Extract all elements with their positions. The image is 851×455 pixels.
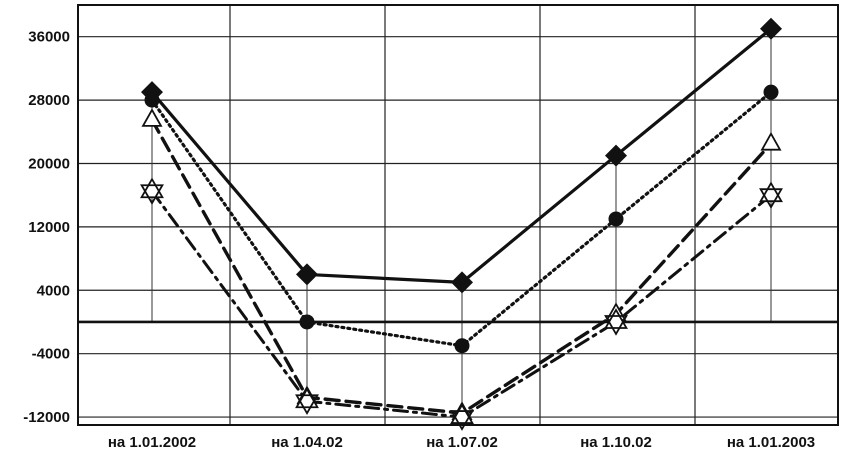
series-3-point	[141, 108, 163, 127]
series-4-point-tri-down	[759, 188, 783, 209]
x-category-label: на 1.04.02	[271, 434, 343, 451]
series-2-point	[144, 92, 160, 108]
series-4-point-tri-down	[604, 315, 628, 336]
y-tick-label: 12000	[28, 219, 70, 236]
y-tick-label: -12000	[23, 409, 70, 426]
drop-lines	[151, 28, 772, 418]
series-4-point	[140, 177, 164, 206]
x-axis-category-labels: на 1.01.2002 на 1.04.02 на 1.07.02 на 1.10.…	[108, 434, 815, 451]
y-tick-label: 20000	[28, 155, 70, 172]
gridlines	[78, 5, 838, 425]
y-tick-label: 28000	[28, 92, 70, 109]
x-category-label: на 1.10.02	[580, 434, 652, 451]
y-tick-label: 36000	[28, 29, 70, 46]
series-4-point-tri-down	[295, 394, 319, 416]
series-4-point-tri-up	[140, 177, 164, 199]
series-2-point	[608, 211, 624, 227]
series-4-point	[759, 181, 783, 209]
series-2-point	[454, 338, 470, 354]
series-3-point	[760, 131, 782, 151]
series-1-point	[760, 17, 782, 40]
plot-frame	[77, 4, 839, 426]
x-category-label: на 1.07.02	[426, 434, 498, 451]
x-category-label: на 1.01.2002	[108, 434, 196, 451]
y-tick-label: -4000	[32, 346, 70, 363]
series-4-point	[604, 308, 628, 336]
series-markers	[140, 17, 783, 431]
series-1-point	[296, 263, 318, 286]
series-4-point	[450, 403, 474, 431]
series-4-point-tri-down	[450, 410, 474, 431]
y-tick-label: 4000	[37, 282, 70, 299]
series-2-point	[299, 314, 315, 330]
series-4-point-tri-up	[759, 181, 783, 203]
series-4-point-tri-down	[140, 184, 164, 206]
series-1-point	[605, 144, 627, 167]
series-1-point	[451, 271, 473, 294]
y-axis-tick-labels: -12000 -4000 4000 12000 20000 28000 36000	[23, 29, 70, 426]
series-2-point	[763, 84, 779, 100]
series-4-point	[295, 387, 319, 416]
x-category-label: на 1.01.2003	[727, 434, 815, 451]
